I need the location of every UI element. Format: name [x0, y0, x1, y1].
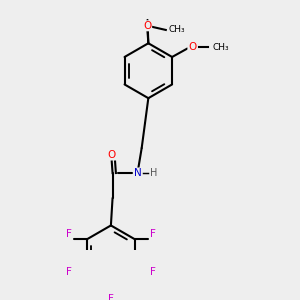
Text: O: O: [108, 150, 116, 160]
Text: N: N: [134, 168, 141, 178]
Text: F: F: [66, 229, 72, 239]
Text: F: F: [108, 294, 114, 300]
Text: F: F: [66, 267, 72, 277]
Text: H: H: [151, 168, 158, 178]
Text: CH₃: CH₃: [212, 43, 229, 52]
Text: F: F: [150, 229, 156, 239]
Text: F: F: [150, 267, 156, 277]
Text: CH₃: CH₃: [168, 26, 185, 34]
Text: O: O: [143, 21, 152, 31]
Text: O: O: [188, 42, 196, 52]
